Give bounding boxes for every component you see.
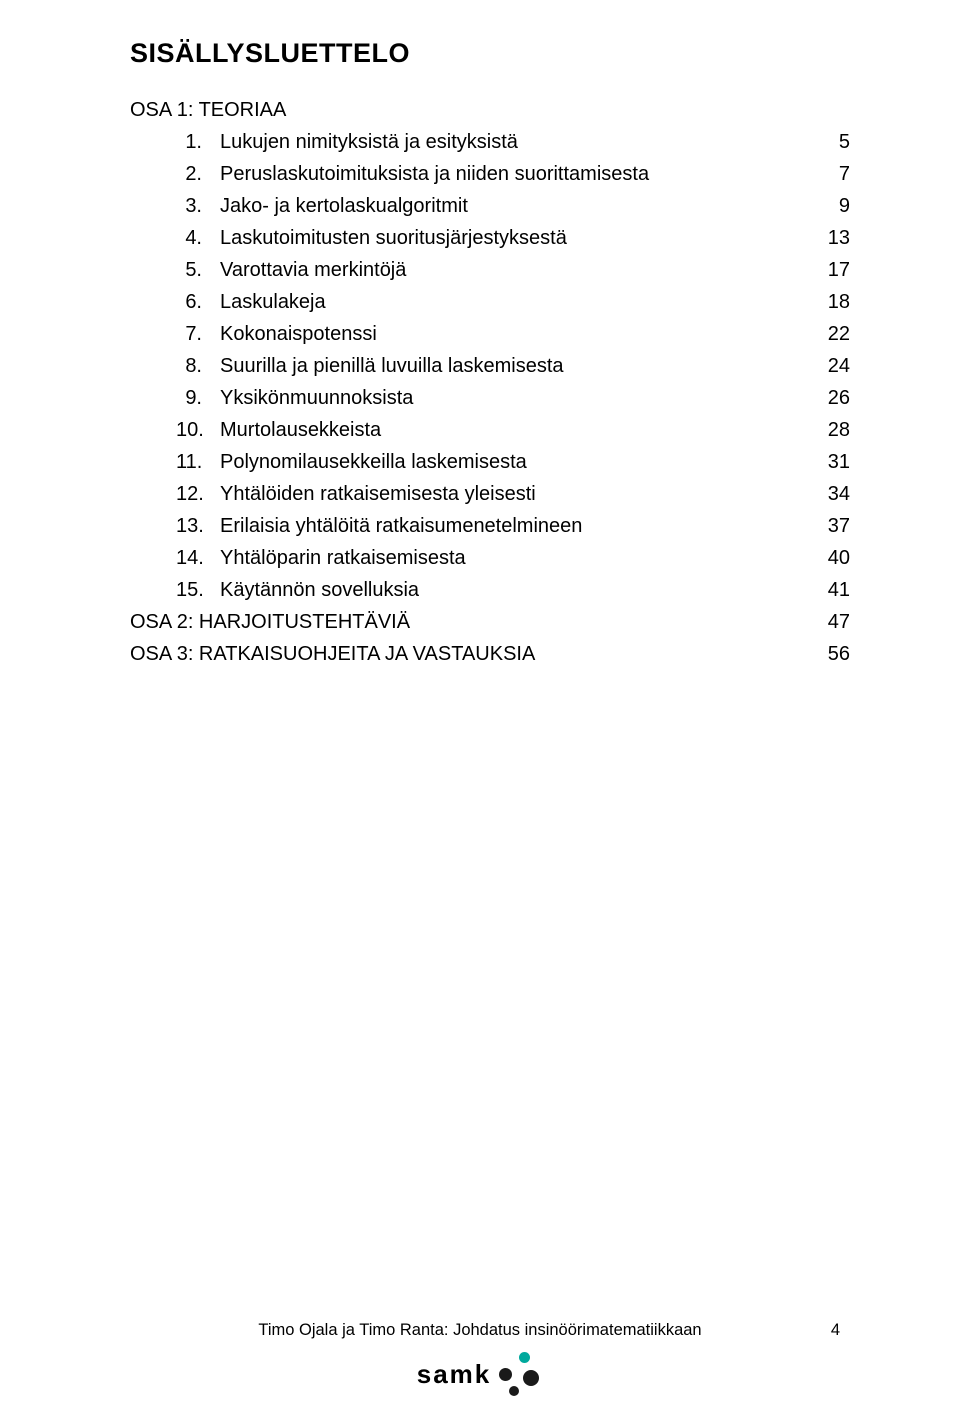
toc-label: Murtolausekkeista	[220, 420, 790, 440]
toc-label: Varottavia merkintöjä	[220, 260, 790, 280]
toc-page: 37	[790, 516, 850, 536]
toc-label: Lukujen nimityksistä ja esityksistä	[220, 132, 790, 152]
toc-label: Jako- ja kertolaskualgoritmit	[220, 196, 790, 216]
toc-row: 10.Murtolausekkeista28	[130, 420, 850, 440]
page-title: SISÄLLYSLUETTELO	[130, 38, 850, 69]
toc-number: 3.	[176, 196, 220, 216]
footer-text: Timo Ojala ja Timo Ranta: Johdatus insin…	[0, 1321, 960, 1340]
toc-label: Erilaisia yhtälöitä ratkaisumenetelminee…	[220, 516, 790, 536]
toc-page: 40	[790, 548, 850, 568]
logo-dot	[499, 1368, 512, 1381]
logo-dot	[509, 1386, 519, 1396]
toc-page: 5	[790, 132, 850, 152]
toc-number: 6.	[176, 292, 220, 312]
toc-row: 6.Laskulakeja18	[130, 292, 850, 312]
toc-page: 26	[790, 388, 850, 408]
toc-number: 1.	[176, 132, 220, 152]
toc-page: 31	[790, 452, 850, 472]
toc-number: 5.	[176, 260, 220, 280]
toc-list: 1.Lukujen nimityksistä ja esityksistä5 2.…	[130, 132, 850, 600]
toc-row: 2.Peruslaskutoimituksista ja niiden suor…	[130, 164, 850, 184]
toc-number: 13.	[176, 516, 220, 536]
toc-row: 11.Polynomilausekkeilla laskemisesta31	[130, 452, 850, 472]
toc-row: 15.Käytännön sovelluksia41	[130, 580, 850, 600]
toc-page: 9	[790, 196, 850, 216]
logo-dot	[519, 1352, 530, 1363]
logo: samk	[0, 1352, 960, 1396]
toc-page: 34	[790, 484, 850, 504]
toc-number: 14.	[176, 548, 220, 568]
toc-number: 10.	[176, 420, 220, 440]
toc-row: 7.Kokonaispotenssi22	[130, 324, 850, 344]
toc-row: 5.Varottavia merkintöjä17	[130, 260, 850, 280]
toc-label: Polynomilausekkeilla laskemisesta	[220, 452, 790, 472]
toc-page: 22	[790, 324, 850, 344]
toc-number: 9.	[176, 388, 220, 408]
toc-number: 2.	[176, 164, 220, 184]
part3-label: OSA 3: RATKAISUOHJEITA JA VASTAUKSIA	[130, 644, 790, 664]
toc-number: 11.	[176, 452, 220, 472]
logo-dots-icon	[499, 1352, 543, 1396]
toc-row: 4.Laskutoimitusten suoritusjärjestyksest…	[130, 228, 850, 248]
toc-page: 7	[790, 164, 850, 184]
part3-row: OSA 3: RATKAISUOHJEITA JA VASTAUKSIA 56	[130, 644, 850, 664]
toc-number: 8.	[176, 356, 220, 376]
toc-label: Laskulakeja	[220, 292, 790, 312]
toc-number: 4.	[176, 228, 220, 248]
document-page: SISÄLLYSLUETTELO OSA 1: TEORIAA 1.Lukuje…	[0, 0, 960, 1410]
toc-page: 17	[790, 260, 850, 280]
toc-number: 15.	[176, 580, 220, 600]
toc-page: 41	[790, 580, 850, 600]
toc-row: 12.Yhtälöiden ratkaisemisesta yleisesti3…	[130, 484, 850, 504]
part2-label: OSA 2: HARJOITUSTEHTÄVIÄ	[130, 612, 790, 632]
part2-page: 47	[790, 612, 850, 632]
toc-label: Kokonaispotenssi	[220, 324, 790, 344]
part2-row: OSA 2: HARJOITUSTEHTÄVIÄ 47	[130, 612, 850, 632]
toc-label: Yhtälöiden ratkaisemisesta yleisesti	[220, 484, 790, 504]
logo-text: samk	[417, 1359, 492, 1390]
toc-page: 24	[790, 356, 850, 376]
toc-number: 12.	[176, 484, 220, 504]
toc-row: 9.Yksikönmuunnoksista26	[130, 388, 850, 408]
toc-number: 7.	[176, 324, 220, 344]
part3-page: 56	[790, 644, 850, 664]
logo-dot	[523, 1370, 539, 1386]
part1-heading: OSA 1: TEORIAA	[130, 99, 850, 122]
toc-label: Laskutoimitusten suoritusjärjestyksestä	[220, 228, 790, 248]
toc-row: 13.Erilaisia yhtälöitä ratkaisumenetelmi…	[130, 516, 850, 536]
toc-label: Yksikönmuunnoksista	[220, 388, 790, 408]
toc-row: 1.Lukujen nimityksistä ja esityksistä5	[130, 132, 850, 152]
toc-row: 8.Suurilla ja pienillä luvuilla laskemis…	[130, 356, 850, 376]
toc-label: Peruslaskutoimituksista ja niiden suorit…	[220, 164, 790, 184]
toc-page: 18	[790, 292, 850, 312]
toc-page: 28	[790, 420, 850, 440]
footer-page-number: 4	[831, 1321, 840, 1340]
toc-label: Käytännön sovelluksia	[220, 580, 790, 600]
toc-row: 14.Yhtälöparin ratkaisemisesta40	[130, 548, 850, 568]
toc-page: 13	[790, 228, 850, 248]
toc-label: Yhtälöparin ratkaisemisesta	[220, 548, 790, 568]
toc-label: Suurilla ja pienillä luvuilla laskemises…	[220, 356, 790, 376]
toc-row: 3.Jako- ja kertolaskualgoritmit9	[130, 196, 850, 216]
